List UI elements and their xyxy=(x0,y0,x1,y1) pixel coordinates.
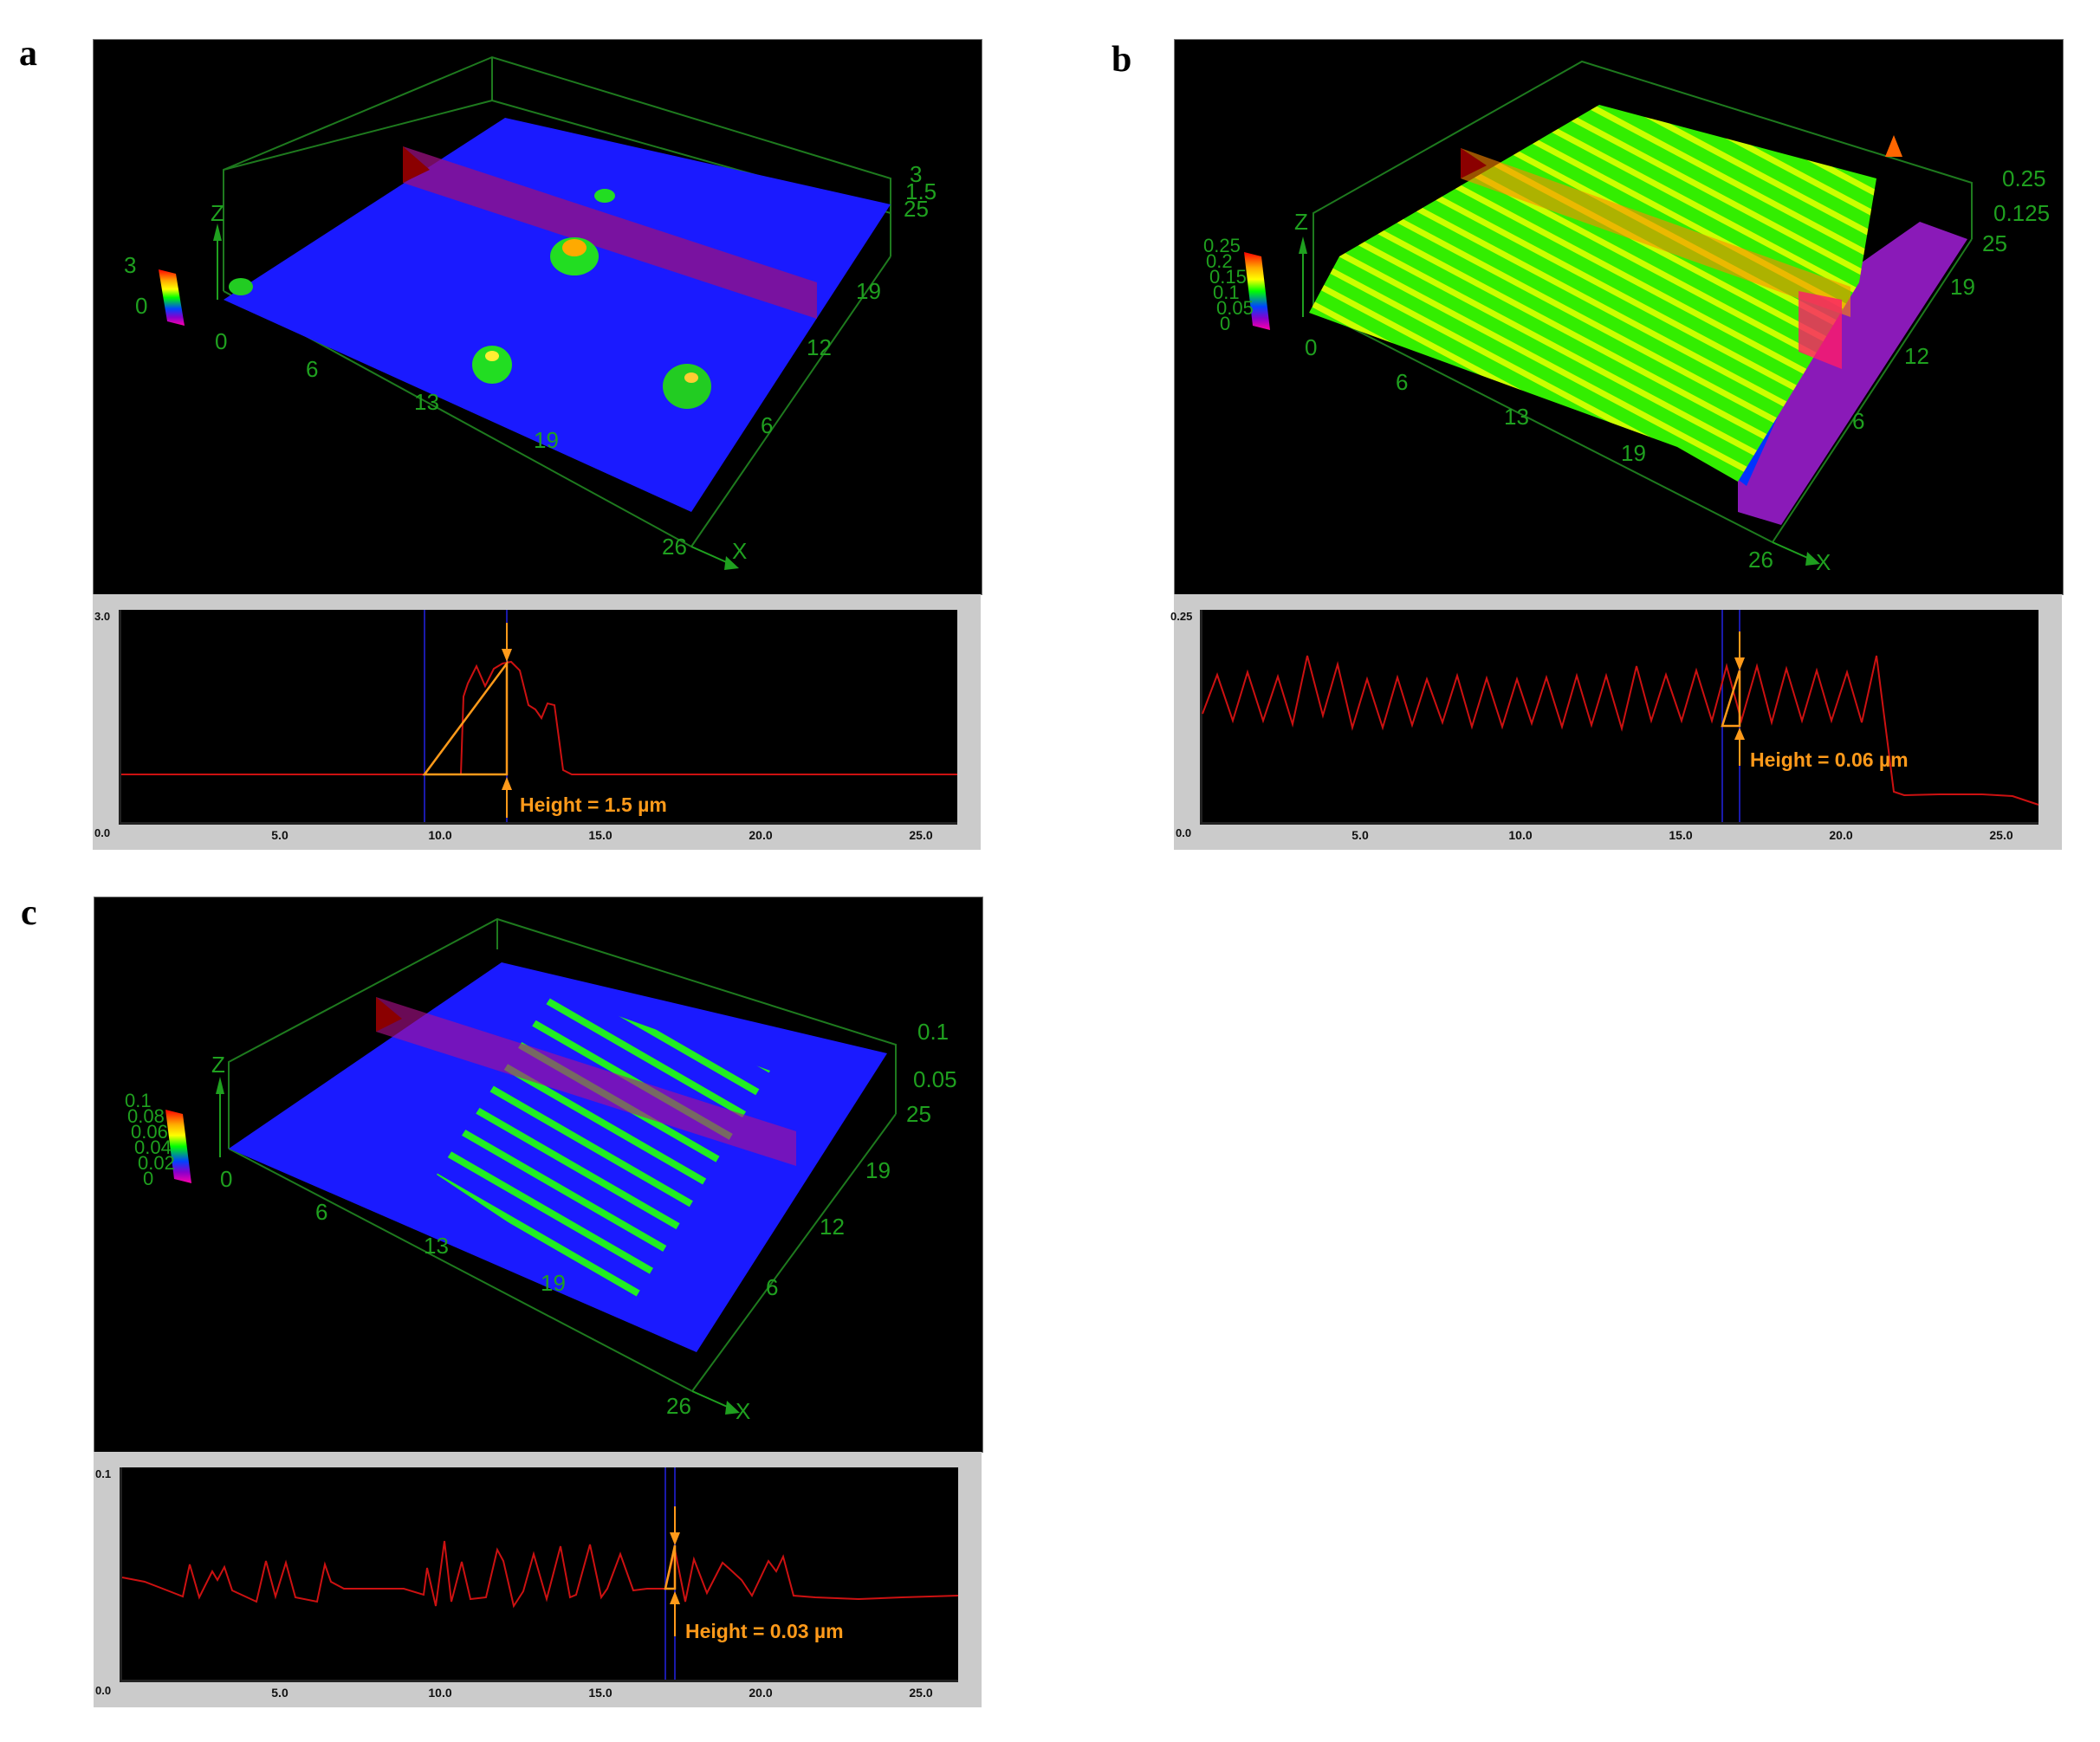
z-axis-label: Z xyxy=(211,1052,225,1078)
x-tick: 20.0 xyxy=(1829,828,1853,842)
height-measurement-label: Height = 0.06 µm xyxy=(1750,748,1909,771)
legend-tick: 0.06 xyxy=(131,1121,168,1143)
y-tick: 19 xyxy=(865,1157,891,1183)
x-tick: 0 xyxy=(1305,334,1318,360)
profile-line-c xyxy=(121,1467,959,1680)
x-tick: 10.0 xyxy=(1508,828,1533,842)
height-profile-a: Height = 1.5 µm 3.0 0.0 5.0 10.0 15.0 20… xyxy=(93,594,981,850)
x-tick: 25.0 xyxy=(909,1686,933,1700)
y-max-label: 0.1 xyxy=(95,1467,112,1480)
x-tick: 5.0 xyxy=(1351,828,1369,842)
x-tick: 15.0 xyxy=(588,1686,612,1700)
z-tick: 0.125 xyxy=(1993,200,2051,226)
legend-tick: 0.04 xyxy=(134,1137,172,1158)
x-axis-label: X xyxy=(732,538,748,564)
x-tick: 13 xyxy=(414,389,439,415)
surface-3d-plot-b xyxy=(1244,60,1973,566)
panel-label-b: b xyxy=(1112,40,1132,80)
y-tick: 19 xyxy=(1950,274,1975,300)
legend-tick: 0 xyxy=(135,293,148,319)
x-tick: 0 xyxy=(215,328,228,354)
legend-tick: 0.02 xyxy=(138,1152,175,1174)
y-tick: 25 xyxy=(906,1101,931,1127)
x-tick: 10.0 xyxy=(428,828,452,842)
x-tick: 6 xyxy=(315,1199,328,1225)
legend-tick: 3 xyxy=(124,252,137,278)
z-axis-label: Z xyxy=(1294,209,1308,235)
x-tick: 25.0 xyxy=(1989,828,2013,842)
x-tick: 15.0 xyxy=(588,828,612,842)
x-tick: 13 xyxy=(424,1233,449,1259)
y-min-label: 0.0 xyxy=(95,1684,112,1697)
y-tick: 6 xyxy=(761,412,774,438)
z-tick: 0.1 xyxy=(917,1019,950,1045)
height-measurement-label: Height = 0.03 µm xyxy=(685,1620,844,1642)
x-tick: 25.0 xyxy=(909,828,933,842)
x-axis-label: X xyxy=(736,1398,751,1424)
surface-3d-view-b: 0.25 0.2 0.15 0.1 0.05 0 Z X 0 6 13 19 2… xyxy=(1174,39,2064,595)
y-tick: 6 xyxy=(766,1274,779,1300)
legend-tick: 0.1 xyxy=(1213,282,1240,303)
x-tick: 20.0 xyxy=(749,1686,773,1700)
z-axis-label: Z xyxy=(211,200,224,226)
z-tick: 0.25 xyxy=(2002,165,2046,191)
legend-tick: 0.15 xyxy=(1209,266,1247,288)
profile-line-b xyxy=(1202,610,2039,822)
x-tick: 20.0 xyxy=(749,828,773,842)
y-tick: 12 xyxy=(1904,343,1929,369)
y-tick: 6 xyxy=(1852,408,1865,434)
profile-line-a xyxy=(121,610,957,822)
x-tick: 26 xyxy=(662,534,687,560)
x-tick: 5.0 xyxy=(271,1686,288,1700)
x-tick: 15.0 xyxy=(1669,828,1693,842)
x-tick: 26 xyxy=(1748,547,1773,573)
legend-tick: 0.25 xyxy=(1203,235,1241,256)
y-min-label: 0.0 xyxy=(94,826,111,839)
y-max-label: 0.25 xyxy=(1170,610,1193,623)
y-max-label: 3.0 xyxy=(94,610,111,623)
height-profile-b: Height = 0.06 µm 0.25 0.0 5.0 10.0 15.0 … xyxy=(1170,594,2062,850)
y-tick: 12 xyxy=(820,1214,845,1240)
height-measurement-label: Height = 1.5 µm xyxy=(520,793,667,816)
y-tick: 25 xyxy=(904,196,929,222)
x-tick: 26 xyxy=(666,1393,691,1419)
y-min-label: 0.0 xyxy=(1176,826,1192,839)
profile-plot-area-a: Height = 1.5 µm xyxy=(119,610,957,825)
x-tick: 6 xyxy=(1396,369,1409,395)
height-profile-c: Height = 0.03 µm 0.1 0.0 5.0 10.0 15.0 2… xyxy=(94,1452,982,1707)
x-axis-label: X xyxy=(1816,549,1831,575)
y-tick: 25 xyxy=(1982,230,2007,256)
y-tick: 19 xyxy=(856,278,881,304)
x-tick: 19 xyxy=(1621,440,1646,466)
x-tick: 19 xyxy=(541,1270,566,1296)
profile-plot-area-c: Height = 0.03 µm xyxy=(120,1467,959,1682)
legend-tick: 0.05 xyxy=(1216,297,1254,319)
panel-label-a: a xyxy=(19,34,37,74)
legend-tick: 0.1 xyxy=(125,1090,152,1111)
z-tick: 1.5 xyxy=(905,178,937,204)
surface-3d-view-a: 3 0 Z X 0 6 13 19 26 6 12 19 25 3 1.5 xyxy=(93,39,982,595)
legend-tick: 0.2 xyxy=(1206,250,1233,272)
panel-label-c: c xyxy=(21,893,37,933)
x-tick: 6 xyxy=(306,356,319,382)
x-tick: 13 xyxy=(1504,404,1529,430)
legend-tick: 0 xyxy=(1220,313,1231,334)
x-tick: 19 xyxy=(534,427,559,453)
y-tick: 12 xyxy=(807,334,832,360)
z-tick: 0.05 xyxy=(913,1066,957,1092)
profile-plot-area-b: Height = 0.06 µm xyxy=(1200,610,2039,825)
x-tick: 10.0 xyxy=(428,1686,452,1700)
x-tick: 0 xyxy=(220,1166,233,1192)
surface-3d-plot-a xyxy=(159,55,891,570)
z-tick: 3 xyxy=(910,161,923,187)
legend-tick: 0.08 xyxy=(127,1105,165,1127)
surface-3d-view-c: 0.1 0.08 0.06 0.04 0.02 0 Z X 0 6 13 19 … xyxy=(94,897,983,1453)
x-tick: 5.0 xyxy=(271,828,288,842)
legend-tick: 0 xyxy=(143,1168,154,1189)
surface-3d-plot-c xyxy=(165,917,897,1415)
